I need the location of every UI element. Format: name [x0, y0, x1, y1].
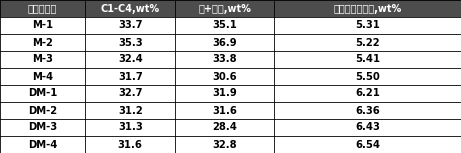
Text: DM-4: DM-4 — [28, 140, 57, 149]
Text: 32.8: 32.8 — [213, 140, 237, 149]
Text: 5.31: 5.31 — [355, 21, 380, 30]
Text: 31.3: 31.3 — [118, 123, 142, 132]
Bar — [0, 136, 461, 153]
Text: M-3: M-3 — [32, 54, 53, 65]
Text: 5.50: 5.50 — [355, 71, 380, 82]
Text: 31.6: 31.6 — [213, 106, 237, 116]
Text: C1-C4,wt%: C1-C4,wt% — [100, 4, 160, 13]
Text: M-4: M-4 — [32, 71, 53, 82]
Text: 31.2: 31.2 — [118, 106, 142, 116]
Text: 6.36: 6.36 — [355, 106, 380, 116]
Bar — [0, 102, 461, 119]
Text: 6.43: 6.43 — [355, 123, 380, 132]
Bar — [0, 0, 461, 17]
Text: 6.21: 6.21 — [355, 88, 380, 99]
Text: M-1: M-1 — [32, 21, 53, 30]
Bar — [0, 119, 461, 136]
Text: 31.9: 31.9 — [213, 88, 237, 99]
Text: 35.3: 35.3 — [118, 37, 142, 47]
Bar — [0, 85, 461, 102]
Text: 31.6: 31.6 — [118, 140, 142, 149]
Text: 36.9: 36.9 — [213, 37, 237, 47]
Text: 催重老化后积碳,wt%: 催重老化后积碳,wt% — [333, 4, 402, 13]
Text: 33.7: 33.7 — [118, 21, 142, 30]
Text: 31.7: 31.7 — [118, 71, 142, 82]
Text: 6.54: 6.54 — [355, 140, 380, 149]
Text: DM-1: DM-1 — [28, 88, 57, 99]
Text: 5.22: 5.22 — [355, 37, 380, 47]
Bar — [0, 51, 461, 68]
Text: DM-3: DM-3 — [28, 123, 57, 132]
Text: 30.6: 30.6 — [213, 71, 237, 82]
Bar — [0, 34, 461, 51]
Bar — [0, 68, 461, 85]
Text: 催化剂编号: 催化剂编号 — [28, 4, 57, 13]
Text: DM-2: DM-2 — [28, 106, 57, 116]
Bar — [0, 17, 461, 34]
Text: 32.4: 32.4 — [118, 54, 142, 65]
Text: 28.4: 28.4 — [213, 123, 237, 132]
Text: 5.41: 5.41 — [355, 54, 380, 65]
Text: 35.1: 35.1 — [213, 21, 237, 30]
Text: 33.8: 33.8 — [213, 54, 237, 65]
Text: 苯+甲苯,wt%: 苯+甲苯,wt% — [198, 4, 251, 13]
Text: 32.7: 32.7 — [118, 88, 142, 99]
Text: M-2: M-2 — [32, 37, 53, 47]
